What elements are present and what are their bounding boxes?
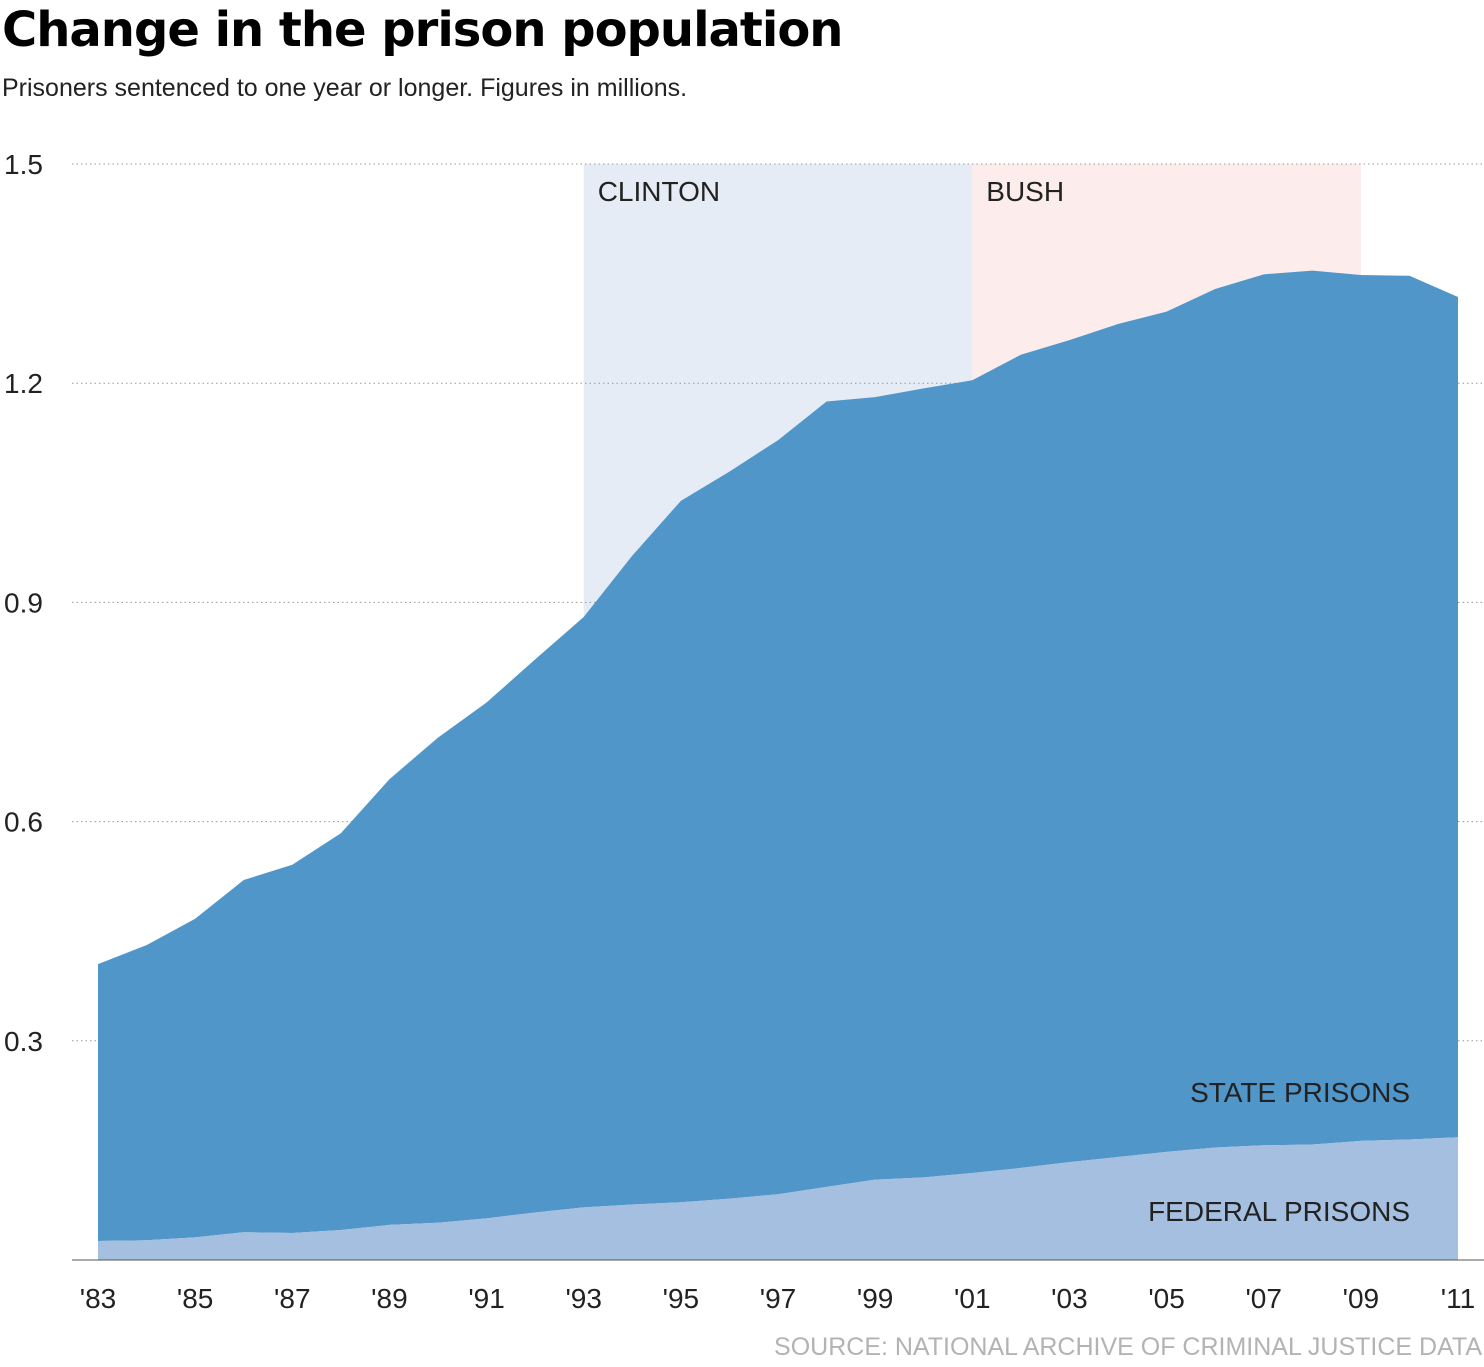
state-prisons-area (98, 270, 1458, 1242)
y-tick-label: 0.9 (4, 587, 43, 618)
chart-title: Change in the prison population (2, 2, 843, 58)
x-tick-label: '99 (857, 1283, 894, 1314)
source-note: SOURCE: NATIONAL ARCHIVE OF CRIMINAL JUS… (774, 1333, 1482, 1361)
state-prisons-label: STATE PRISONS (1190, 1077, 1410, 1108)
x-tick-label: '11 (1441, 1283, 1475, 1314)
x-tick-label: '03 (1051, 1283, 1088, 1314)
x-tick-label: '95 (663, 1283, 700, 1314)
x-axis-ticks: '83 '85 '87 '89 '91 '93 '95 '97 '99 '01 '03 '05 '07 '… (80, 1283, 1475, 1314)
federal-prisons-area (98, 1137, 1458, 1260)
y-tick-label: 0.6 (4, 807, 43, 838)
x-tick-label: '97 (760, 1283, 797, 1314)
y-tick-label: 1.2 (4, 368, 43, 399)
x-tick-label: '09 (1343, 1283, 1380, 1314)
stacked-areas (98, 270, 1458, 1260)
x-tick-label: '07 (1245, 1283, 1282, 1314)
x-tick-label: '85 (177, 1283, 214, 1314)
clinton-label: CLINTON (598, 176, 720, 207)
y-axis-ticks: 0.3 0.6 0.9 1.2 1.5 (4, 149, 43, 1057)
y-tick-label: 0.3 (4, 1026, 43, 1057)
x-tick-label: '89 (371, 1283, 408, 1314)
x-tick-label: '93 (565, 1283, 602, 1314)
federal-prisons-label: FEDERAL PRISONS (1148, 1196, 1410, 1227)
x-tick-label: '83 (80, 1283, 117, 1314)
x-tick-label: '01 (954, 1283, 991, 1314)
chart-subtitle: Prisoners sentenced to one year or longe… (2, 74, 688, 102)
x-tick-label: '05 (1148, 1283, 1185, 1314)
x-tick-label: '87 (274, 1283, 311, 1314)
x-tick-label: '91 (468, 1283, 505, 1314)
bush-label: BUSH (986, 176, 1064, 207)
series-labels: STATE PRISONS FEDERAL PRISONS (1148, 1077, 1410, 1227)
y-tick-label: 1.5 (4, 149, 43, 180)
